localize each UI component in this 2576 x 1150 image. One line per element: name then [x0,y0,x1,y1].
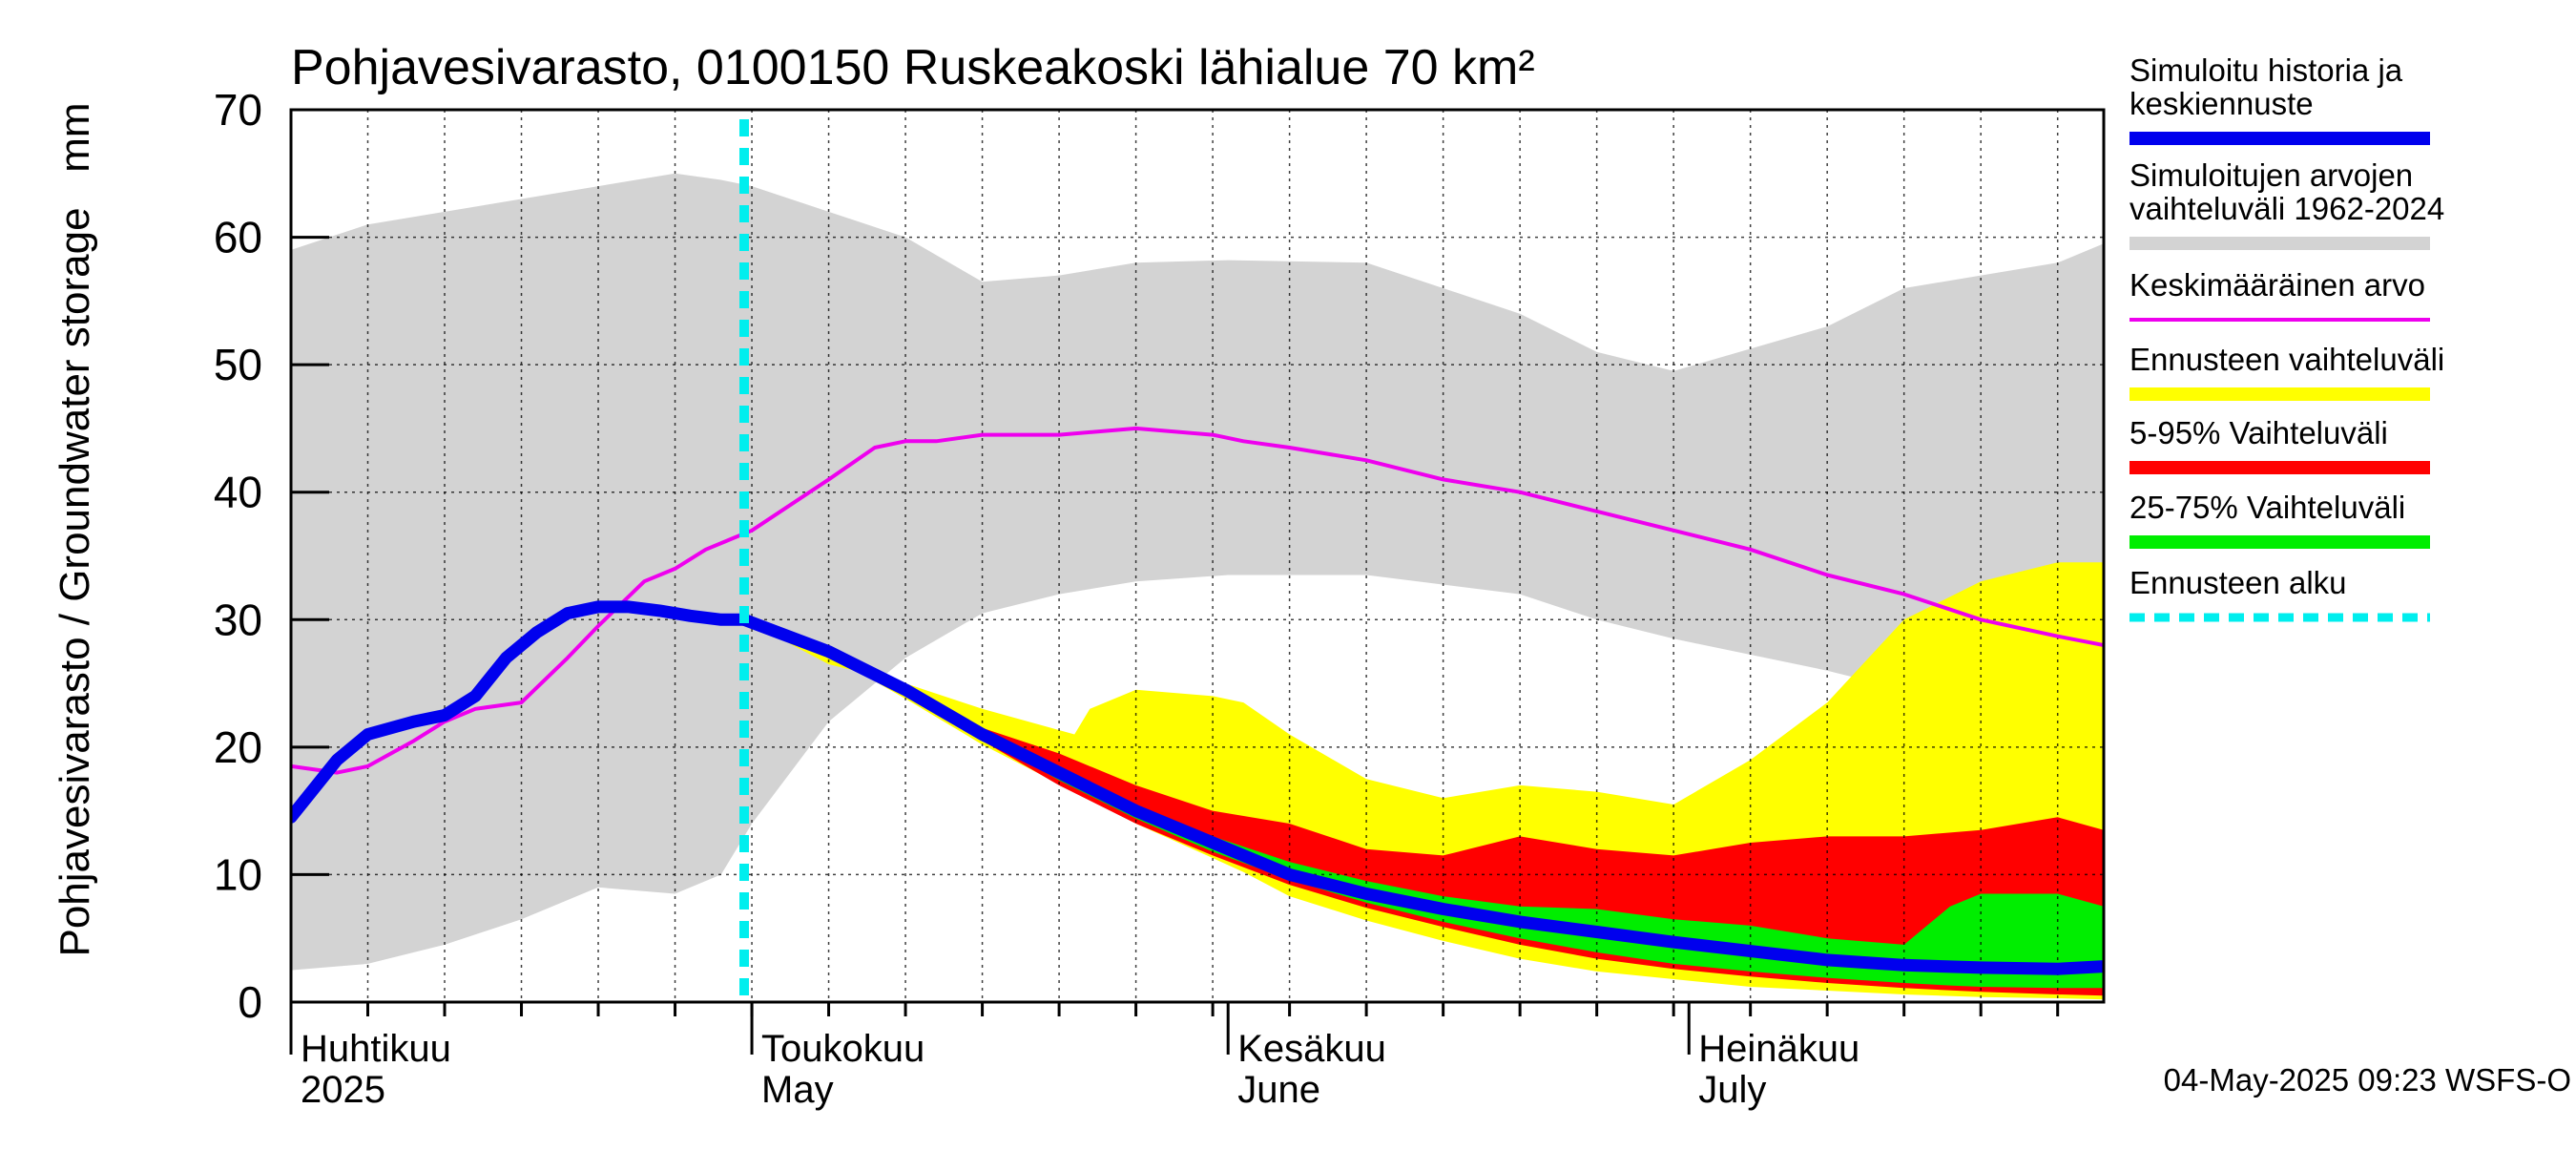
month-label-en: June [1237,1069,1320,1111]
legend-forecast-start-label: Ennusteen alku [2129,565,2347,600]
y-tick-label: 40 [214,468,262,517]
historical-range-band [291,173,2104,971]
legend-sim-history-label: Simuloitu historia ja keskiennuste [2129,52,2403,121]
y-tick-label: 20 [214,722,262,772]
month-label-fi: Toukokuu [761,1028,924,1070]
legend-p25-75-label: 25-75% Vaihteluväli [2129,490,2405,525]
month-label-fi: Huhtikuu [301,1028,451,1070]
plot-frame [289,108,2106,1004]
chart-title: Pohjavesivarasto, 0100150 Ruskeakoski lä… [291,40,1535,95]
legend: Simuloitu historia ja keskiennuste Simuloi… [2129,52,2444,622]
y-tick-label: 50 [214,340,262,389]
y-axis-label: Pohjavesivarasto / Groundwater storage m… [52,102,98,956]
p5-95-band [744,619,2104,996]
mean-line [291,426,2104,775]
p25-75-band [744,619,2104,989]
data-lines [291,119,2104,1002]
plot-area [291,173,2104,1000]
month-label-en: July [1698,1069,1766,1111]
y-tick-label: 30 [214,595,262,644]
month-label-en: 2025 [301,1069,385,1111]
y-tick-label: 60 [214,213,262,262]
month-label-en: May [761,1069,834,1111]
y-tick-label: 70 [214,85,262,135]
y-tick-label: 10 [214,849,262,899]
legend-p5-95-label: 5-95% Vaihteluväli [2129,415,2388,450]
timestamp-footer: 04-May-2025 09:23 WSFS-O [2164,1062,2571,1098]
month-label-fi: Heinäkuu [1698,1028,1859,1070]
legend-mean-label: Keskimääräinen arvo [2129,267,2425,303]
forecast-median-line [737,613,2104,975]
y-tick-label: 0 [238,977,262,1027]
legend-historical-range-label: Simuloitujen arvojen vaihteluväli 1962-20… [2129,157,2444,226]
legend-forecast-range-label: Ennusteen vaihteluväli [2129,342,2444,377]
month-label-fi: Kesäkuu [1237,1028,1386,1070]
simulated-history-line [291,600,751,824]
